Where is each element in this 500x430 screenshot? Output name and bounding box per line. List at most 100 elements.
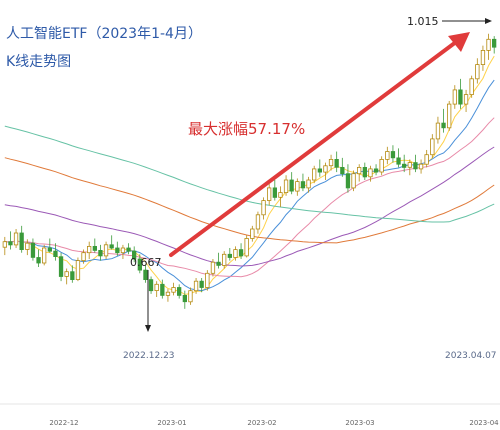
gain-annotation: 最大涨幅57.17% — [188, 120, 305, 138]
candle-body — [345, 173, 351, 189]
candle-body — [480, 50, 486, 66]
candle-body — [25, 242, 30, 250]
candle — [390, 145, 396, 163]
candle-body — [70, 271, 75, 281]
candle-body — [463, 94, 469, 105]
candle — [115, 241, 120, 256]
candle — [70, 265, 75, 283]
chart-title: 人工智能ETF（2023年1-4月） — [6, 26, 202, 42]
candle — [458, 78, 463, 109]
candle — [278, 186, 283, 207]
candle-body — [2, 241, 7, 248]
candle — [368, 165, 373, 182]
candle-body — [143, 269, 148, 281]
candle-body — [278, 192, 283, 198]
candle — [227, 247, 233, 261]
candle — [182, 290, 188, 309]
candle — [250, 225, 255, 242]
candle-body — [64, 271, 69, 277]
candle — [188, 287, 193, 305]
candle-body — [87, 245, 92, 254]
candle — [306, 176, 311, 193]
candle-body — [233, 249, 238, 258]
candle — [430, 134, 435, 158]
candle — [25, 239, 30, 256]
candle-body — [182, 294, 188, 303]
candle-body — [446, 103, 452, 129]
candle — [42, 244, 47, 266]
ma-line-ma250 — [4, 125, 495, 223]
candle-body — [418, 163, 424, 170]
candle — [193, 278, 199, 294]
candle-body — [385, 151, 390, 160]
candle — [154, 281, 159, 297]
candle-body — [221, 253, 227, 266]
candle-body — [407, 162, 413, 168]
candle-body — [441, 122, 446, 129]
candle — [233, 246, 238, 261]
candle — [463, 89, 469, 113]
candle — [373, 164, 379, 176]
candle-body — [295, 181, 300, 192]
candle — [64, 268, 69, 285]
candle — [81, 249, 86, 264]
candle-body — [19, 232, 24, 251]
candle — [401, 154, 407, 173]
candle-body — [98, 249, 103, 257]
candle — [176, 284, 182, 299]
candle-body — [160, 283, 165, 296]
candle-body — [300, 181, 306, 189]
candle — [323, 162, 328, 180]
candle — [171, 282, 176, 296]
candle-body — [261, 200, 266, 216]
candle-body — [8, 241, 13, 246]
candle — [261, 197, 266, 220]
candle — [47, 238, 52, 253]
candle — [491, 36, 497, 54]
candle-body — [126, 247, 131, 252]
candle — [480, 45, 486, 71]
candle — [345, 164, 351, 193]
moving-average-lines — [4, 55, 495, 296]
candle — [486, 33, 491, 60]
candle — [317, 159, 323, 177]
ma-line-ma120 — [4, 157, 495, 244]
candle — [469, 75, 474, 98]
candle — [58, 252, 64, 282]
candle — [87, 241, 92, 260]
candle-body — [154, 283, 159, 291]
candle — [424, 149, 429, 168]
candle — [205, 270, 210, 291]
candle — [109, 235, 114, 250]
candle-body — [75, 260, 81, 281]
candlesticks — [2, 33, 497, 309]
candle-body — [373, 168, 379, 173]
high-point-label: 1.015 — [407, 15, 439, 28]
candle — [216, 252, 221, 269]
high-point-date: 2023.04.07 — [445, 351, 497, 361]
candle — [311, 165, 317, 184]
candle — [396, 148, 401, 168]
candle — [362, 162, 368, 180]
candle — [407, 159, 413, 176]
candle — [441, 108, 446, 133]
candle-body — [396, 157, 401, 165]
candle — [435, 116, 441, 144]
chart-subtitle: K线走势图 — [6, 54, 71, 70]
candle-body — [328, 158, 334, 167]
ma-line-ma60 — [4, 146, 495, 267]
candle-body — [250, 228, 255, 239]
candle — [351, 170, 356, 192]
candle-body — [334, 158, 339, 168]
candle — [131, 246, 137, 263]
candle-body — [244, 238, 249, 257]
low-point-arrowhead — [145, 325, 151, 332]
candle-body — [491, 38, 497, 48]
candle-body — [131, 250, 137, 260]
candle-body — [475, 64, 480, 80]
candle — [266, 183, 272, 206]
candle-body — [47, 247, 52, 252]
candle-body — [469, 78, 474, 96]
candle — [221, 251, 227, 269]
